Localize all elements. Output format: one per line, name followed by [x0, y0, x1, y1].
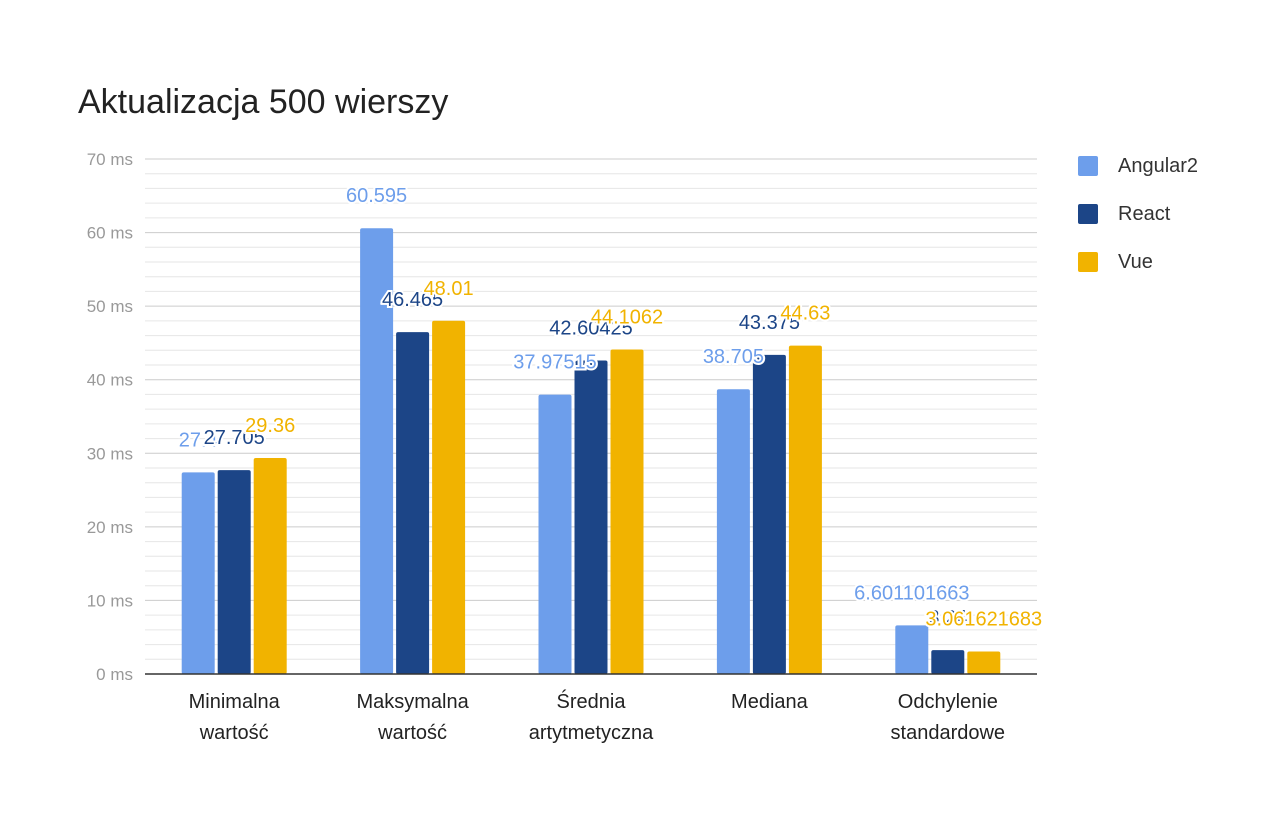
data-label-angular2-3: 38.705 [703, 346, 764, 368]
data-label-angular2-2: 37.97515 [513, 352, 596, 374]
bar-vue-3 [788, 345, 822, 674]
bar-react-4 [931, 650, 965, 674]
bar-react-1 [396, 332, 430, 674]
chart-title: Aktualizacja 500 wierszy [78, 83, 448, 121]
x-category-label-line: Maksymalna [356, 691, 469, 713]
legend-item-vue: Vue [1078, 238, 1198, 286]
x-category-label: Maksymalna wartość [356, 691, 469, 744]
y-tick-label: 0 ms [96, 665, 133, 684]
bars [181, 228, 1001, 675]
data-label-react-2: 42.60425 [549, 318, 632, 340]
x-category-label-line: Mediana [731, 691, 809, 713]
bar-angular2-4 [895, 625, 929, 674]
x-category-label-line: Minimalna [189, 691, 281, 713]
data-label-angular2-1: 60.595 [346, 185, 407, 207]
legend-label: Angular2 [1118, 154, 1199, 177]
legend-swatch [1078, 156, 1098, 176]
x-axis: Minimalna wartość Maksymalna wartość Średnia… [145, 673, 1037, 744]
bar-vue-0 [253, 457, 287, 674]
data-label-vue-3: 44.63 [780, 303, 830, 325]
x-category-label-line: wartość [199, 722, 269, 744]
legend-label: Vue [1118, 250, 1153, 273]
x-category-label-line: artytmetyczna [529, 722, 654, 744]
bar-vue-2 [610, 349, 644, 674]
x-category-label-line: Średnia [557, 689, 627, 713]
bar-react-2 [574, 360, 608, 674]
x-category-label-line: wartość [377, 722, 447, 744]
y-tick-label: 10 ms [87, 591, 133, 610]
y-tick-label: 50 ms [87, 297, 133, 316]
bar-vue-1 [432, 320, 466, 674]
x-category-label: Odchylenie standardowe [891, 691, 1006, 744]
legend: Angular2 React Vue [1078, 142, 1198, 286]
data-label-vue-1: 48.01 [424, 278, 474, 300]
y-tick-label: 30 ms [87, 444, 133, 463]
x-category-label-line: Odchylenie [898, 691, 998, 713]
data-label-react-0: 27.705 [204, 427, 265, 449]
data-label-angular2-0: 27.4 [179, 429, 218, 451]
legend-item-angular2: Angular2 [1078, 142, 1198, 190]
bar-angular2-0 [181, 472, 215, 674]
y-tick-label: 40 ms [87, 371, 133, 390]
x-category-label: Minimalna wartość [189, 691, 281, 744]
bar-angular2-3 [716, 389, 750, 674]
y-tick-label: 70 ms [87, 150, 133, 169]
y-tick-label: 20 ms [87, 518, 133, 537]
data-label-vue-0: 29.36 [245, 415, 295, 437]
bar-angular2-1 [360, 228, 394, 675]
y-tick-label: 60 ms [87, 224, 133, 243]
bar-vue-4 [967, 651, 1001, 674]
legend-swatch [1078, 204, 1098, 224]
bar-react-0 [217, 470, 251, 674]
data-label-react-1: 46.465 [382, 289, 443, 311]
data-label-react-4: 3.24 [928, 607, 967, 629]
x-category-label: Średnia artytmetyczna [529, 689, 654, 744]
data-label-angular2-4: 6.601101663 [854, 582, 969, 604]
legend-item-react: React [1078, 190, 1198, 238]
bar-angular2-2 [538, 394, 572, 674]
legend-swatch [1078, 252, 1098, 272]
data-label-vue-4: 3.061621683 [925, 608, 1042, 630]
data-label-vue-2: 44.1062 [591, 307, 663, 329]
data-labels: 27.4 60.595 37.97515 38.705 6.601101663 27.70… [177, 183, 1044, 632]
x-category-label: Mediana [731, 691, 809, 713]
x-category-label-line: standardowe [891, 722, 1006, 744]
y-axis: 0 ms 10 ms 20 ms 30 ms 40 ms 50 ms 60 ms 70 ms [87, 150, 133, 684]
data-label-react-3: 43.375 [739, 312, 800, 334]
legend-label: React [1118, 202, 1171, 225]
bar-react-3 [752, 354, 786, 674]
